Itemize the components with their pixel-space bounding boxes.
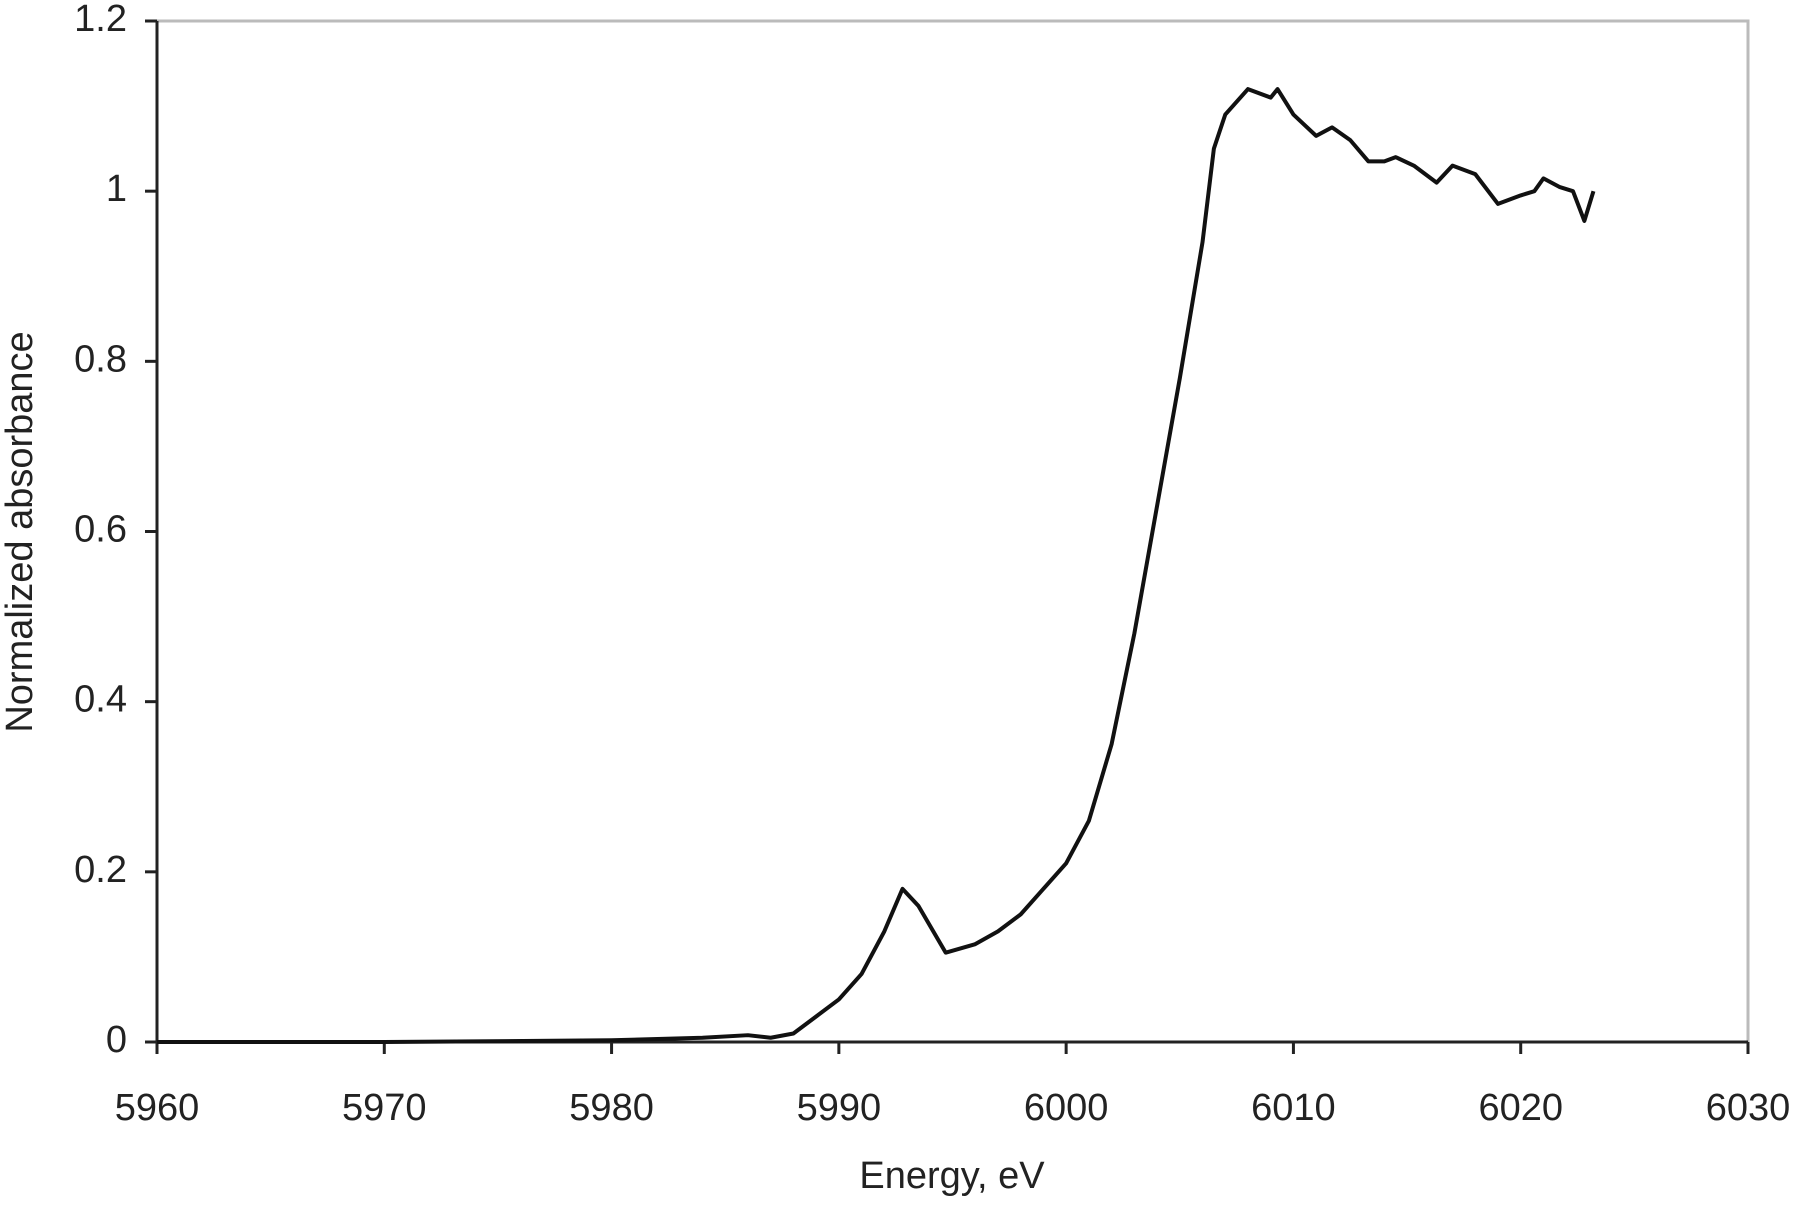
y-tick-label: 1 <box>106 168 127 210</box>
y-tick-label: 0.4 <box>74 679 127 721</box>
x-tick-label: 6000 <box>1024 1087 1109 1129</box>
x-tick-label: 6010 <box>1251 1087 1336 1129</box>
plot-frame <box>155 19 1750 1044</box>
x-tick-label: 5990 <box>797 1087 882 1129</box>
y-tick-label: 0.2 <box>74 849 127 891</box>
y-tick-label: 0 <box>106 1019 127 1061</box>
x-tick-label: 6030 <box>1706 1087 1791 1129</box>
x-axis-label: Energy, eV <box>859 1155 1045 1197</box>
y-tick-label: 0.6 <box>74 509 127 551</box>
y-axis-label: Normalized absorbance <box>0 331 41 732</box>
x-tick-label: 6020 <box>1478 1087 1563 1129</box>
y-tick-label: 1.2 <box>74 0 127 40</box>
data-line <box>157 87 1596 1044</box>
x-tick-label: 5970 <box>342 1087 427 1129</box>
y-tick-label: 0.8 <box>74 338 127 380</box>
x-tick-label: 5980 <box>569 1087 654 1129</box>
x-tick-label: 5960 <box>115 1087 200 1129</box>
